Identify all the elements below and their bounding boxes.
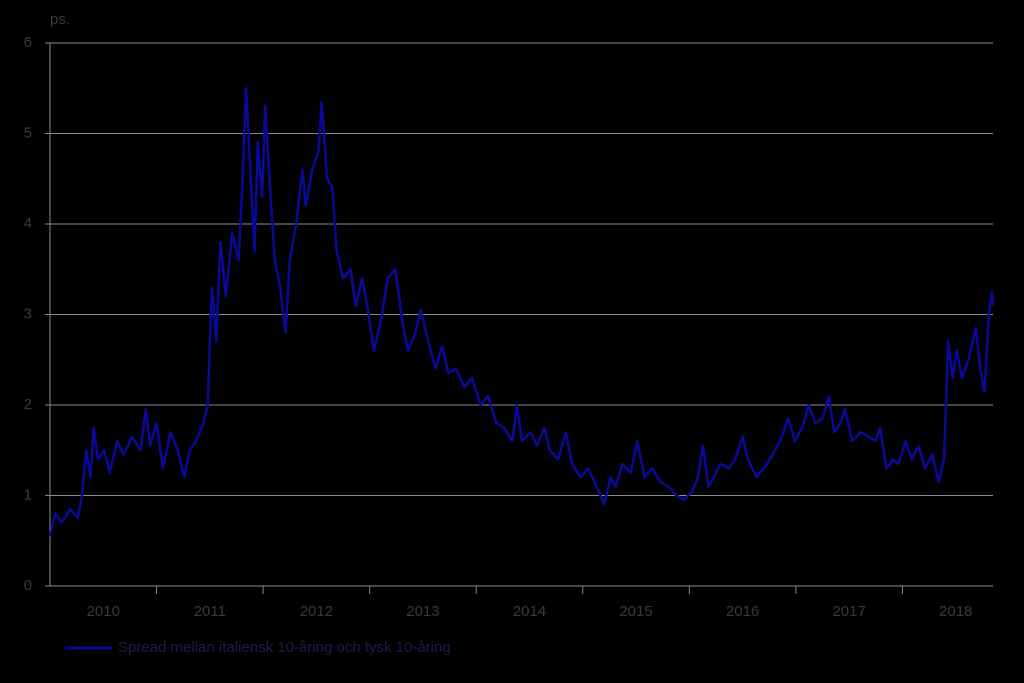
y-tick-label: 4 bbox=[24, 215, 32, 232]
y-tick-label: 6 bbox=[24, 34, 32, 51]
y-tick-label: 0 bbox=[24, 577, 32, 594]
x-tick-label: 2016 bbox=[726, 603, 759, 620]
y-tick-label: 5 bbox=[24, 124, 32, 141]
x-tick-label: 2017 bbox=[832, 603, 865, 620]
x-tick-label: 2013 bbox=[406, 603, 439, 620]
y-tick-label: 2 bbox=[24, 396, 32, 413]
x-tick-label: 2014 bbox=[513, 603, 546, 620]
x-tick-label: 2010 bbox=[87, 603, 120, 620]
y-tick-label: 3 bbox=[24, 305, 32, 322]
x-tick-label: 2011 bbox=[194, 603, 226, 620]
y-axis-unit: ps. bbox=[50, 11, 70, 28]
x-tick-label: 2018 bbox=[939, 603, 972, 620]
y-tick-label: 1 bbox=[24, 486, 32, 503]
x-tick-label: 2015 bbox=[619, 603, 652, 620]
data-line bbox=[48, 87, 995, 537]
x-tick-label: 2012 bbox=[300, 603, 333, 620]
legend-label: Spread mellan italiensk 10-åring och tys… bbox=[118, 639, 451, 656]
